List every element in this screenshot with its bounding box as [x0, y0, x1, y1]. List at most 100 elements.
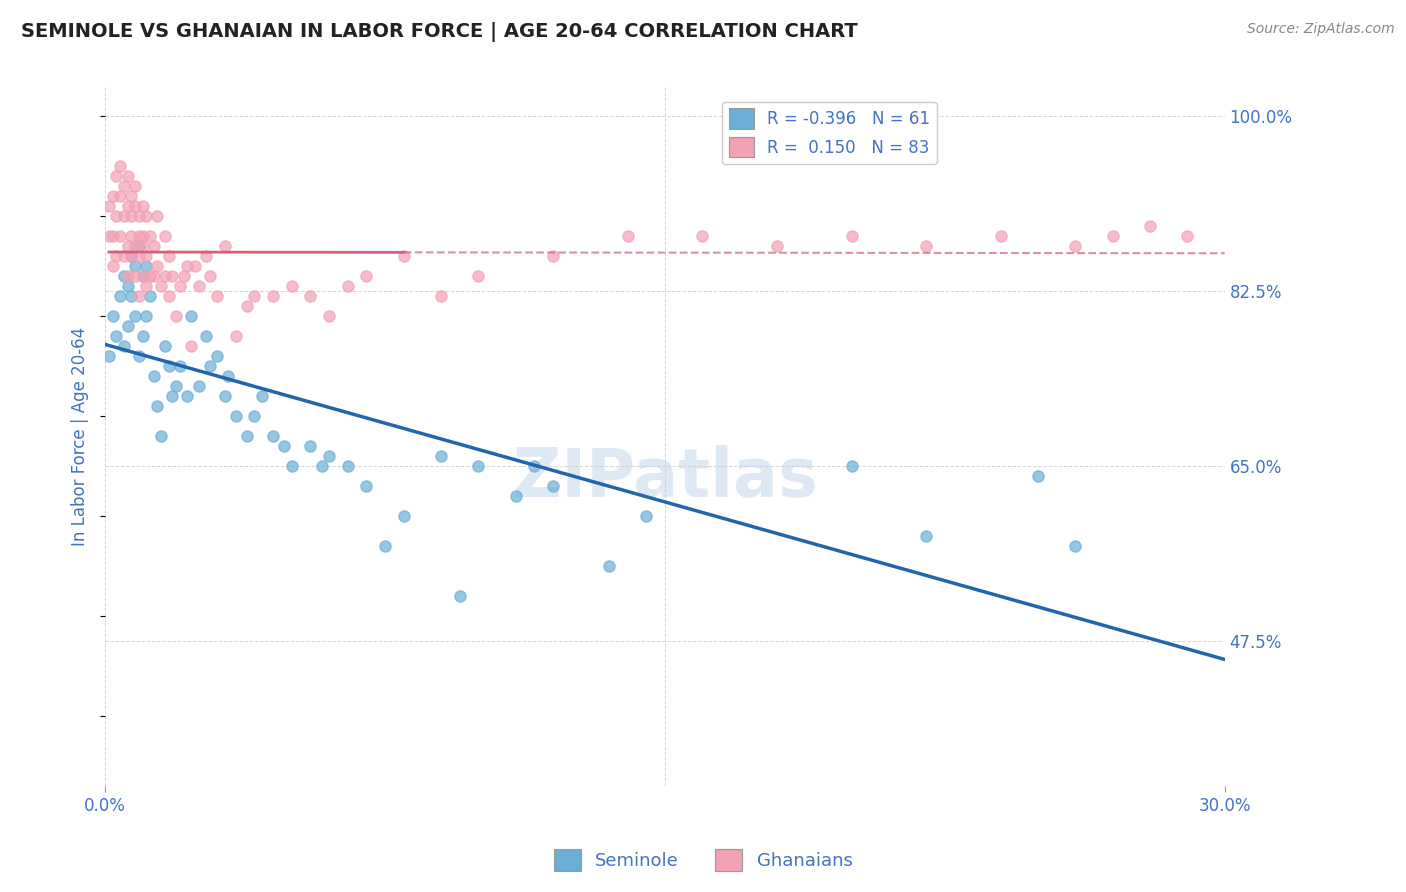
- Point: [311, 459, 333, 474]
- Point: [101, 310, 124, 324]
- Point: [135, 310, 157, 324]
- Point: [105, 329, 128, 343]
- Point: [225, 329, 247, 343]
- Point: [153, 339, 176, 353]
- Point: [236, 429, 259, 443]
- Point: [1026, 469, 1049, 483]
- Point: [1139, 219, 1161, 234]
- Point: [142, 269, 165, 284]
- Point: [131, 269, 153, 284]
- Point: [120, 249, 142, 263]
- Point: [214, 239, 236, 253]
- Point: [467, 459, 489, 474]
- Point: [117, 279, 139, 293]
- Point: [120, 229, 142, 244]
- Point: [135, 249, 157, 263]
- Point: [449, 589, 471, 603]
- Point: [198, 359, 221, 374]
- Point: [205, 349, 228, 363]
- Point: [225, 409, 247, 424]
- Point: [430, 289, 453, 303]
- Point: [139, 269, 162, 284]
- Point: [180, 339, 202, 353]
- Point: [128, 229, 150, 244]
- Point: [128, 289, 150, 303]
- Point: [128, 239, 150, 253]
- Point: [162, 269, 184, 284]
- Point: [150, 279, 173, 293]
- Point: [173, 269, 195, 284]
- Point: [243, 289, 266, 303]
- Point: [281, 279, 304, 293]
- Point: [336, 459, 359, 474]
- Point: [112, 249, 135, 263]
- Point: [392, 249, 415, 263]
- Point: [281, 459, 304, 474]
- Point: [112, 210, 135, 224]
- Point: [105, 210, 128, 224]
- Text: ZIPatlas: ZIPatlas: [513, 445, 817, 511]
- Point: [101, 260, 124, 274]
- Point: [915, 239, 938, 253]
- Point: [117, 319, 139, 334]
- Point: [356, 479, 378, 493]
- Point: [169, 279, 191, 293]
- Point: [356, 269, 378, 284]
- Point: [128, 349, 150, 363]
- Point: [120, 249, 142, 263]
- Point: [139, 289, 162, 303]
- Point: [97, 229, 120, 244]
- Point: [165, 379, 187, 393]
- Point: [273, 439, 295, 453]
- Point: [165, 310, 187, 324]
- Point: [146, 399, 169, 413]
- Point: [262, 289, 284, 303]
- Point: [187, 279, 209, 293]
- Point: [120, 210, 142, 224]
- Point: [169, 359, 191, 374]
- Point: [430, 449, 453, 463]
- Point: [318, 310, 340, 324]
- Point: [162, 389, 184, 403]
- Point: [131, 229, 153, 244]
- Point: [117, 239, 139, 253]
- Point: [243, 409, 266, 424]
- Point: [467, 269, 489, 284]
- Point: [184, 260, 207, 274]
- Point: [124, 199, 146, 213]
- Point: [146, 210, 169, 224]
- Point: [105, 249, 128, 263]
- Point: [120, 289, 142, 303]
- Point: [124, 239, 146, 253]
- Point: [124, 310, 146, 324]
- Point: [299, 439, 322, 453]
- Legend: Seminole, Ghanaians: Seminole, Ghanaians: [547, 842, 859, 879]
- Point: [131, 269, 153, 284]
- Point: [117, 199, 139, 213]
- Point: [146, 260, 169, 274]
- Y-axis label: In Labor Force | Age 20-64: In Labor Force | Age 20-64: [72, 326, 89, 546]
- Point: [194, 329, 217, 343]
- Point: [124, 260, 146, 274]
- Point: [157, 249, 180, 263]
- Point: [176, 389, 198, 403]
- Point: [236, 299, 259, 313]
- Point: [636, 509, 658, 524]
- Text: Source: ZipAtlas.com: Source: ZipAtlas.com: [1247, 22, 1395, 37]
- Point: [97, 199, 120, 213]
- Point: [139, 229, 162, 244]
- Point: [1177, 229, 1199, 244]
- Point: [318, 449, 340, 463]
- Point: [101, 189, 124, 203]
- Point: [124, 179, 146, 194]
- Point: [142, 239, 165, 253]
- Point: [205, 289, 228, 303]
- Point: [108, 189, 131, 203]
- Point: [124, 269, 146, 284]
- Point: [120, 189, 142, 203]
- Point: [299, 289, 322, 303]
- Point: [1101, 229, 1123, 244]
- Point: [598, 559, 620, 574]
- Point: [250, 389, 273, 403]
- Point: [505, 489, 527, 503]
